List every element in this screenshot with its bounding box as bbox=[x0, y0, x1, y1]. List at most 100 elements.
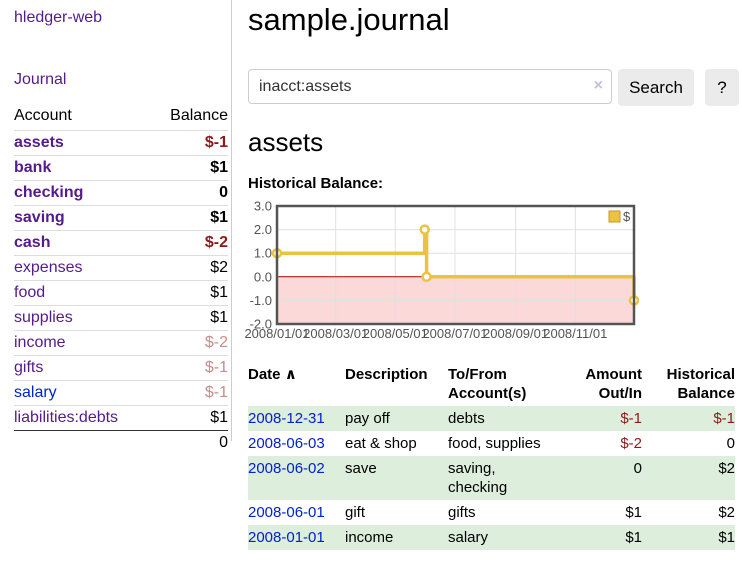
transaction-balance: 0 bbox=[726, 435, 735, 452]
account-balance: 0 bbox=[151, 180, 228, 206]
transaction-balance: $-1 bbox=[713, 410, 735, 427]
accounts-col-balance: Balance bbox=[151, 105, 228, 131]
transaction-date-link[interactable]: 2008-06-01 bbox=[248, 504, 325, 521]
account-link-salary[interactable]: salary bbox=[14, 384, 57, 401]
account-link-income[interactable]: income bbox=[14, 334, 66, 351]
svg-text:3.0: 3.0 bbox=[254, 199, 272, 214]
account-balance: $-1 bbox=[151, 130, 228, 156]
account-balance: $-2 bbox=[151, 330, 228, 356]
search-input-wrap: × bbox=[248, 69, 612, 104]
account-row-salary: salary $-1 bbox=[14, 380, 228, 406]
tofrom-header-line2: Account(s) bbox=[448, 385, 527, 402]
transaction-balance: $2 bbox=[718, 460, 735, 477]
x-axis-labels: 2008/01/01 2008/03/01 2008/05/01 2008/07… bbox=[244, 326, 607, 341]
balance-header-line2: Balance bbox=[677, 385, 735, 402]
transaction-date-link[interactable]: 2008-06-02 bbox=[248, 460, 325, 477]
search-help-button[interactable]: ? bbox=[705, 69, 739, 106]
svg-text:2008/07/01: 2008/07/01 bbox=[422, 326, 487, 341]
account-row-cash: cash $-2 bbox=[14, 230, 228, 256]
svg-text:-1.0: -1.0 bbox=[250, 293, 272, 308]
clear-search-icon[interactable]: × bbox=[593, 77, 603, 94]
svg-text:2008/03/01: 2008/03/01 bbox=[303, 326, 368, 341]
brand-link[interactable]: hledger-web bbox=[14, 9, 103, 26]
accounts-header-row: Account Balance bbox=[14, 105, 228, 131]
account-link-saving[interactable]: saving bbox=[14, 209, 65, 226]
sidebar-item-journal[interactable]: Journal bbox=[14, 71, 67, 88]
transaction-accounts: food, supplies bbox=[448, 435, 541, 452]
transaction-date-link[interactable]: 2008-01-01 bbox=[248, 529, 325, 546]
account-link-checking[interactable]: checking bbox=[14, 184, 84, 201]
svg-text:-2.0: -2.0 bbox=[250, 317, 272, 332]
account-balance: $-1 bbox=[151, 380, 228, 406]
account-link-bank[interactable]: bank bbox=[14, 159, 52, 176]
account-row-saving: saving $1 bbox=[14, 205, 228, 231]
amount-header-line1: Amount bbox=[585, 366, 642, 383]
page-title: sample.journal bbox=[248, 2, 450, 37]
register-col-date[interactable]: Date ∧ bbox=[248, 363, 345, 406]
svg-text:2008/11/01: 2008/11/01 bbox=[543, 326, 607, 341]
transaction-accounts: debts bbox=[448, 410, 485, 427]
account-row-supplies: supplies $1 bbox=[14, 305, 228, 331]
account-row-assets: assets $-1 bbox=[14, 130, 228, 156]
account-balance: $1 bbox=[151, 305, 228, 331]
transaction-date-link[interactable]: 2008-06-03 bbox=[248, 435, 325, 452]
account-row-food: food $1 bbox=[14, 280, 228, 306]
plot-border bbox=[275, 204, 636, 326]
search-button[interactable]: Search bbox=[618, 69, 694, 106]
transaction-amount: $-2 bbox=[620, 435, 642, 452]
accounts-table: Account Balance assets $-1 bank $1 check… bbox=[14, 105, 228, 455]
y-axis-labels: 3.0 2.0 1.0 0.0 -1.0 -2.0 bbox=[250, 199, 272, 332]
account-balance: $1 bbox=[151, 405, 228, 431]
account-link-gifts[interactable]: gifts bbox=[14, 359, 44, 376]
register-col-balance: Historical Balance bbox=[642, 363, 735, 406]
account-row-bank: bank $1 bbox=[14, 155, 228, 181]
transaction-amount: 0 bbox=[633, 460, 642, 477]
svg-text:0.0: 0.0 bbox=[254, 269, 272, 284]
svg-text:1.0: 1.0 bbox=[254, 246, 272, 261]
account-row-expenses: expenses $2 bbox=[14, 255, 228, 281]
account-row-income: income $-2 bbox=[14, 330, 228, 356]
search-input[interactable] bbox=[248, 69, 612, 104]
chart-heading: Historical Balance: bbox=[248, 175, 384, 192]
account-link-supplies[interactable]: supplies bbox=[14, 309, 73, 326]
account-balance: $1 bbox=[151, 280, 228, 306]
account-balance: $-1 bbox=[151, 355, 228, 381]
account-row-liabilities-debts: liabilities:debts $1 bbox=[14, 405, 228, 431]
account-link-expenses[interactable]: expenses bbox=[14, 259, 83, 276]
register-col-amount: Amount Out/In bbox=[565, 363, 642, 406]
accounts-total-row: 0 bbox=[14, 431, 228, 456]
account-row-checking: checking 0 bbox=[14, 180, 228, 206]
historical-balance-chart: $ 3.0 2.0 1.0 0.0 -1.0 -2.0 2008/01/01 2… bbox=[244, 199, 640, 341]
transaction-description: pay off bbox=[345, 410, 390, 427]
account-link-food[interactable]: food bbox=[14, 284, 46, 301]
sort-ascending-icon: ∧ bbox=[284, 366, 297, 383]
svg-text:2.0: 2.0 bbox=[254, 222, 272, 237]
account-balance: $-2 bbox=[151, 230, 228, 256]
register-row: 2008-06-03 eat & shop food, supplies $-2… bbox=[248, 431, 735, 456]
account-link-cash[interactable]: cash bbox=[14, 234, 51, 251]
date-header-label: Date bbox=[248, 366, 281, 383]
account-row-gifts: gifts $-1 bbox=[14, 355, 228, 381]
svg-text:2008/01/01: 2008/01/01 bbox=[244, 326, 309, 341]
chart-gridlines bbox=[277, 206, 634, 324]
account-balance: $2 bbox=[151, 255, 228, 281]
register-row: 2008-01-01 income salary $1 $1 bbox=[248, 525, 735, 550]
transaction-amount: $1 bbox=[625, 529, 642, 546]
account-link-liabilities-debts[interactable]: liabilities:debts bbox=[14, 409, 119, 426]
transaction-balance: $2 bbox=[718, 504, 735, 521]
transaction-accounts: saving, checking bbox=[448, 460, 508, 496]
register-row: 2008-12-31 pay off debts $-1 $-1 bbox=[248, 406, 735, 431]
accounts-col-account: Account bbox=[14, 105, 152, 131]
register-row: 2008-06-02 save saving, checking 0 $2 bbox=[248, 456, 735, 500]
legend-swatch bbox=[608, 210, 621, 223]
account-balance: $1 bbox=[151, 155, 228, 181]
main-panel: sample.journal × Search ? assets Histori… bbox=[233, 0, 742, 582]
register-table: Date ∧ Description To/From Account(s) Am… bbox=[248, 363, 735, 550]
transaction-accounts: gifts bbox=[448, 504, 476, 521]
transaction-date-link[interactable]: 2008-12-31 bbox=[248, 410, 325, 427]
legend-label: $ bbox=[623, 209, 631, 224]
tofrom-header-line1: To/From bbox=[448, 366, 507, 383]
account-link-assets[interactable]: assets bbox=[14, 134, 64, 151]
transaction-accounts: salary bbox=[448, 529, 489, 546]
